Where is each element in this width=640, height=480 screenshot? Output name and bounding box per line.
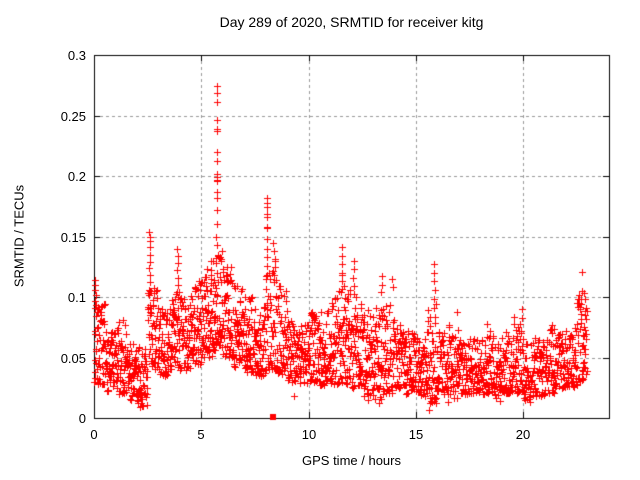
y-tick-label: 0.1 [67,290,86,305]
x-tick-label: 5 [197,427,205,442]
x-tick-label: 0 [90,427,98,442]
x-axis-label: GPS time / hours [302,453,401,468]
y-tick-label: 0.3 [67,48,86,63]
chart-title: Day 289 of 2020, SRMTID for receiver kit… [219,14,484,30]
x-tick-label: 10 [301,427,317,442]
y-tick-label: 0.15 [60,230,86,245]
y-tick-label: 0.2 [67,169,86,184]
y-tick-label: 0.25 [60,109,86,124]
x-tick-label: 15 [408,427,424,442]
x-tick-label: 20 [515,427,531,442]
y-tick-label: 0 [78,411,86,426]
y-tick-label: 0.05 [60,351,86,366]
